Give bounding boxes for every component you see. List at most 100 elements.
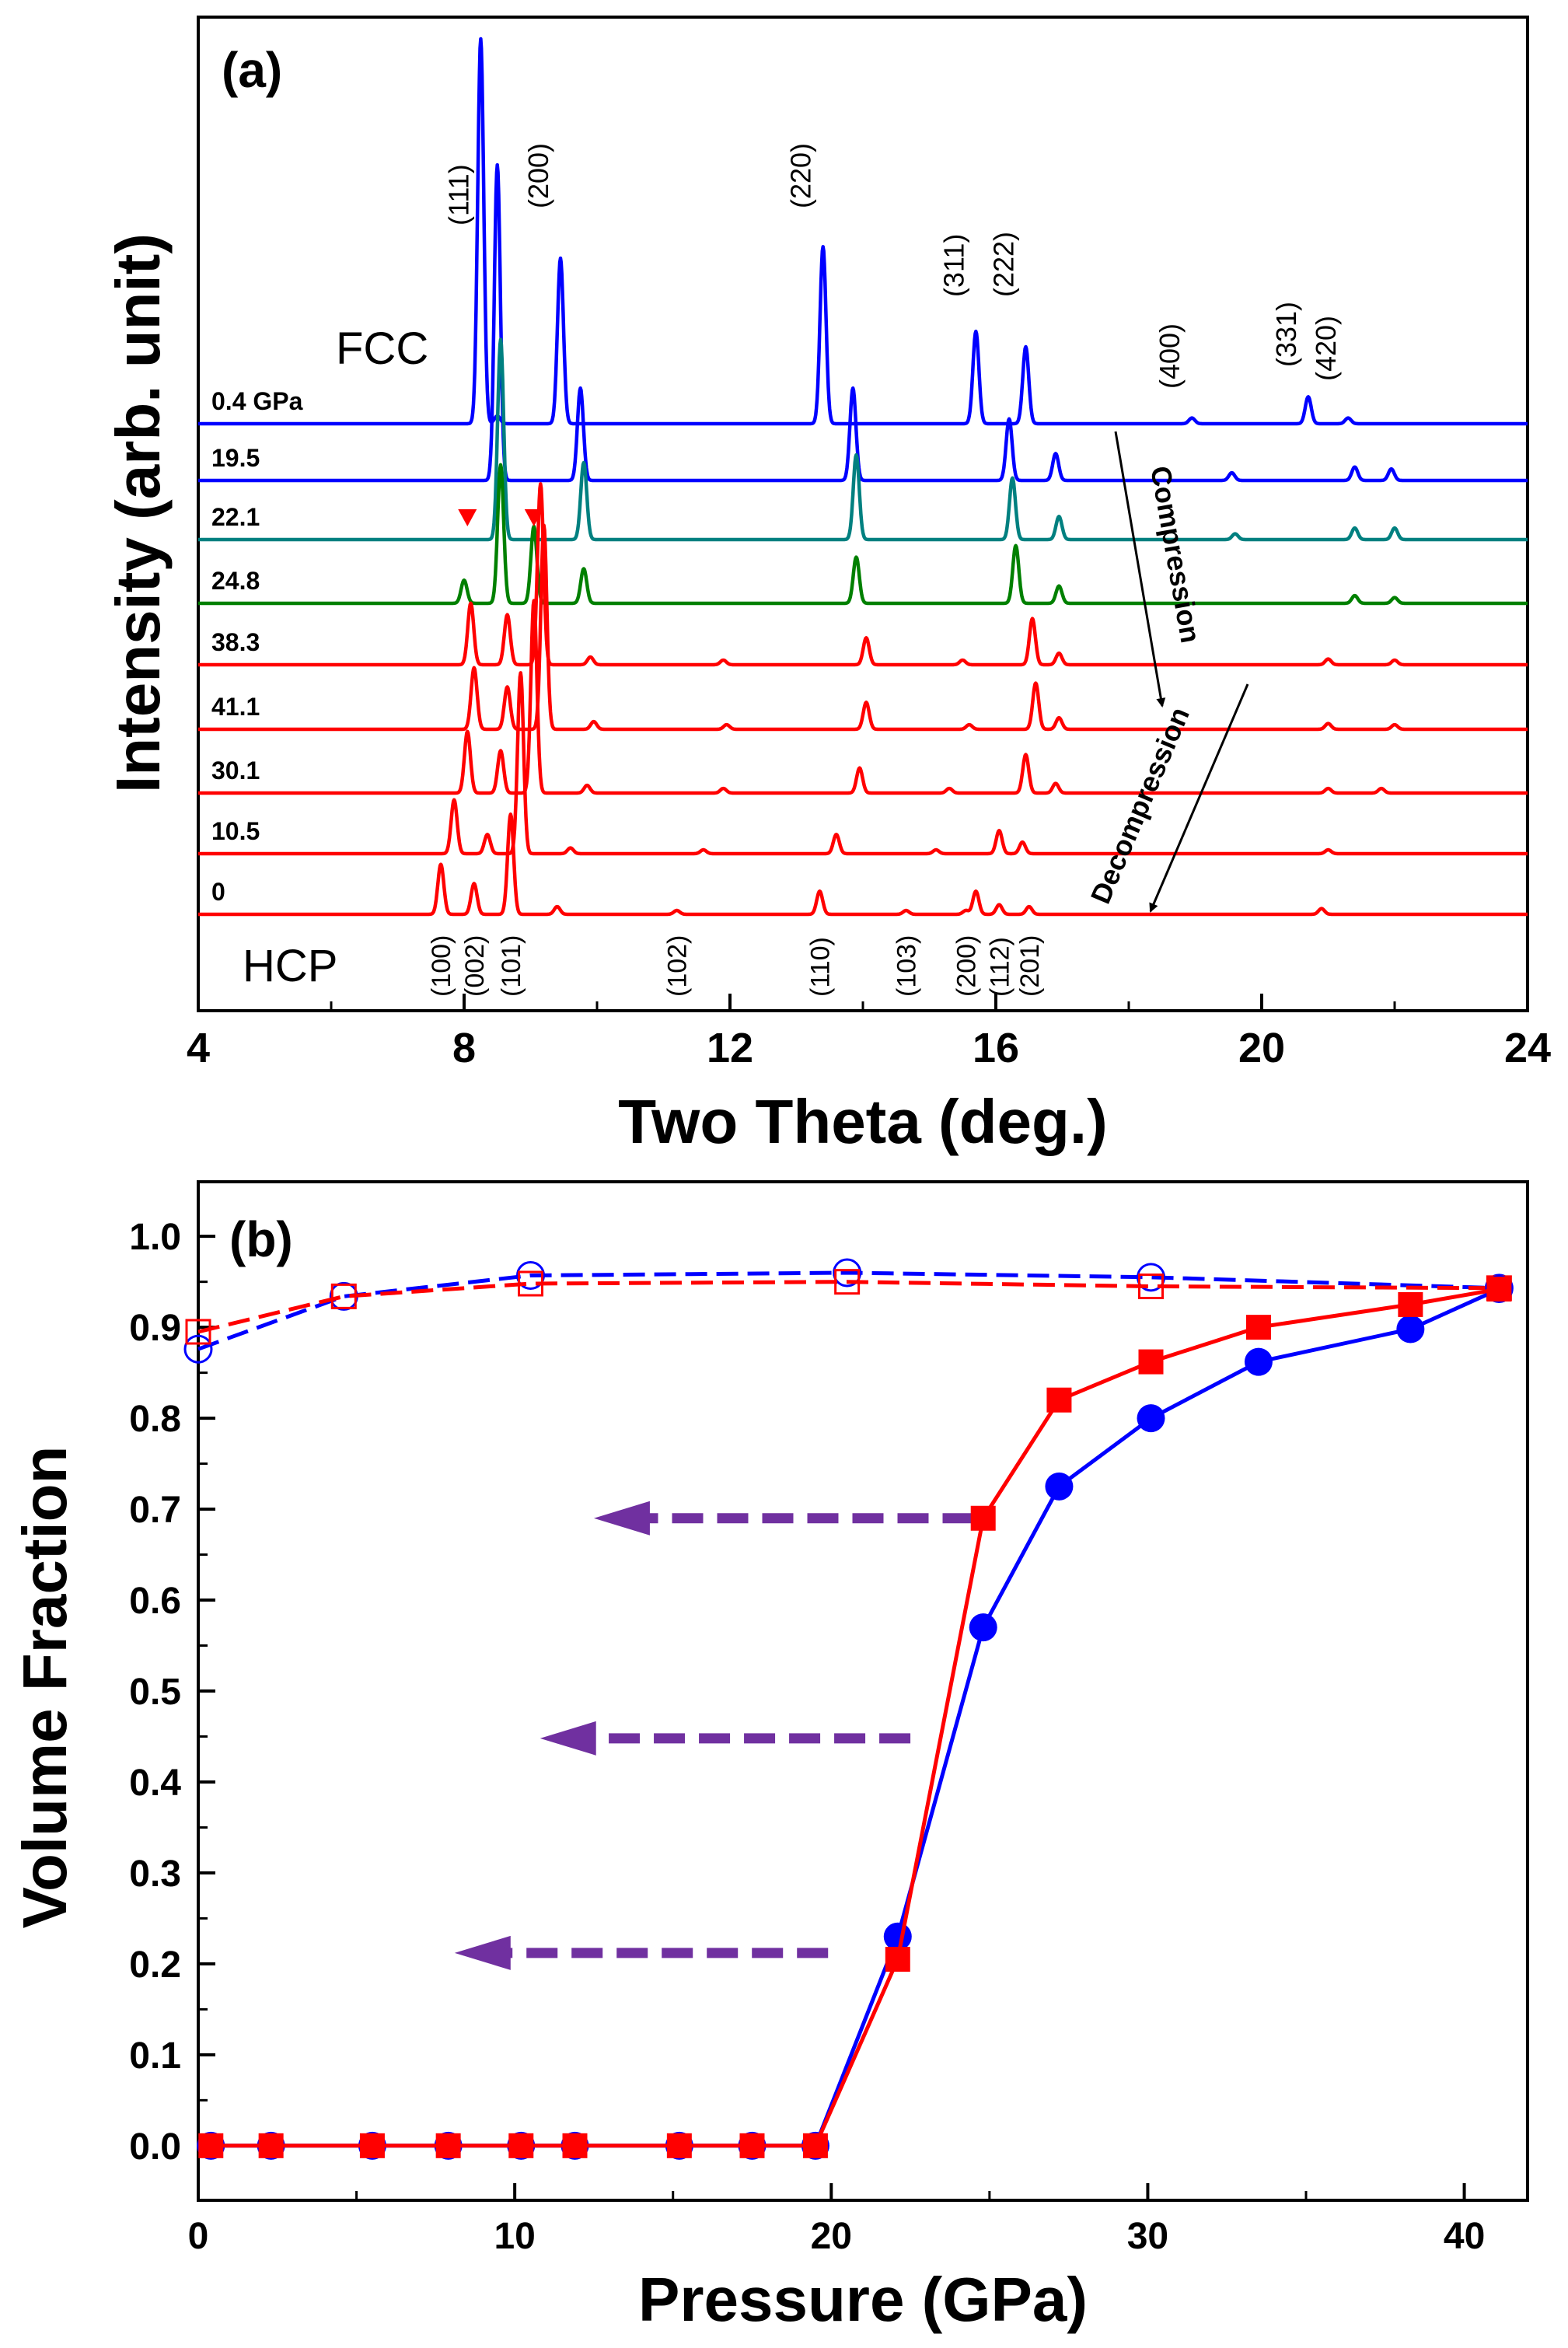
xrd-trace xyxy=(197,162,1529,483)
y-tick-label: 1.0 xyxy=(129,1217,181,1258)
panel-a-y-axis-title: Intensity (arb. unit) xyxy=(103,233,173,793)
hcp-hkl-label: (102) xyxy=(663,935,693,997)
pressure-label: 38.3 xyxy=(211,628,260,656)
fcc-hkl-label: (111) xyxy=(442,164,474,225)
pressure-label: 41.1 xyxy=(211,693,260,721)
x-tick-label: 16 xyxy=(973,1025,1019,1071)
fcc-hkl-label: (311) xyxy=(938,234,969,297)
panel-b-series xyxy=(183,1258,1514,2160)
data-point xyxy=(1138,1349,1164,1375)
xrd-trace xyxy=(197,37,1529,426)
pressure-label: 24.8 xyxy=(211,567,260,595)
series-line xyxy=(211,1287,1500,2148)
xrd-trace xyxy=(197,812,1529,917)
pressure-label: 22.1 xyxy=(211,503,260,531)
y-tick-label: 0.8 xyxy=(129,1399,181,1440)
panel-b-frame xyxy=(197,1180,1529,2202)
y-tick-label: 0.4 xyxy=(129,1763,181,1804)
xrd-trace xyxy=(197,523,1529,732)
data-point xyxy=(359,2133,385,2158)
panel-a-x-axis-title: Two Theta (deg.) xyxy=(618,1087,1108,1156)
fcc-hkl-label: (220) xyxy=(785,143,817,208)
pressure-label: 10.5 xyxy=(211,817,260,845)
data-point xyxy=(518,1270,543,1297)
peak-marker-triangle xyxy=(458,509,477,526)
x-tick-label: 40 xyxy=(1444,2216,1485,2257)
data-point xyxy=(1245,1315,1271,1340)
y-tick-label: 0.5 xyxy=(129,1672,181,1713)
data-point xyxy=(739,2133,765,2158)
hcp-hkl-labels: (100) (002) (101) (102) (110) (103) (200) (112)… xyxy=(427,935,1045,997)
data-point xyxy=(508,2133,534,2158)
fcc-phase-label: FCC xyxy=(336,323,428,374)
pressure-label: 0.4 GPa xyxy=(211,387,303,415)
xrd-trace xyxy=(197,599,1529,795)
data-point xyxy=(833,1258,862,1288)
panel-b-x-axis-title: Pressure (GPa) xyxy=(638,2265,1088,2334)
data-point xyxy=(1244,1347,1273,1376)
fcc-hkl-label: (420) xyxy=(1310,316,1342,381)
fcc-hkl-labels: (111) (200) (220) (311) (222) (400) (331) (420) xyxy=(442,143,1342,389)
compression-arrow xyxy=(1114,431,1166,708)
panel-a-x-ticks: 4 8 12 16 20 24 xyxy=(187,994,1551,1071)
x-tick-label: 30 xyxy=(1127,2216,1168,2257)
data-point xyxy=(185,1319,211,1345)
pressure-label: 0 xyxy=(211,878,225,906)
fcc-hkl-label: (331) xyxy=(1270,302,1302,367)
y-tick-label: 0.1 xyxy=(129,2035,181,2077)
data-point xyxy=(802,2133,828,2158)
data-point xyxy=(562,2133,588,2158)
series-line xyxy=(197,1280,1500,1334)
panel-a-markers xyxy=(458,509,543,526)
hcp-hkl-label: (100) xyxy=(427,935,456,997)
xrd-trace xyxy=(197,463,1529,606)
panel-b-y-ticks: 0.0 0.1 0.2 0.3 0.4 0.5 0.6 0.7 0.8 0.9 1.0 xyxy=(129,1217,215,2168)
hcp-phase-label: HCP xyxy=(243,941,337,991)
panel-a: (a) 4 8 12 16 20 24 0.4 GPa 19.5 22.1 24.8 38.3 41… xyxy=(103,16,1551,1156)
data-point xyxy=(1137,1404,1165,1433)
x-tick-label: 8 xyxy=(452,1025,476,1071)
series-line xyxy=(211,1287,1500,2148)
panel-a-trace-labels: 0.4 GPa 19.5 22.1 24.8 38.3 41.1 30.1 10.5 0 xyxy=(211,387,303,906)
panel-b-guide-arrows xyxy=(454,1501,974,1970)
x-tick-label: 20 xyxy=(1238,1025,1285,1071)
x-tick-label: 20 xyxy=(811,2216,852,2257)
series-line xyxy=(197,1270,1500,1351)
guide-arrow-head xyxy=(540,1721,596,1756)
xrd-trace xyxy=(197,482,1529,667)
fcc-hkl-label: (222) xyxy=(988,232,1020,297)
data-point xyxy=(1396,1315,1425,1343)
panel-b-label: (b) xyxy=(229,1211,293,1267)
x-tick-label: 24 xyxy=(1504,1025,1551,1071)
peak-marker-triangle xyxy=(524,509,543,526)
y-tick-label: 0.0 xyxy=(129,2126,181,2168)
guide-arrow-head xyxy=(593,1501,650,1536)
data-point xyxy=(258,2133,284,2158)
y-tick-label: 0.3 xyxy=(129,1854,181,1895)
data-point xyxy=(435,2133,461,2158)
compression-label: Compression xyxy=(1144,463,1207,645)
guide-arrow-head xyxy=(454,1935,511,1970)
panel-a-label: (a) xyxy=(222,42,282,98)
data-point xyxy=(666,2133,692,2158)
xrd-trace xyxy=(197,337,1529,542)
pressure-label: 30.1 xyxy=(211,756,260,784)
data-point xyxy=(516,1260,545,1290)
panel-b: (b) 0 10 20 30 40 0.00.10.20.30.40.50.60.70.… xyxy=(10,1180,1529,2334)
hcp-hkl-label: (200) xyxy=(952,935,982,997)
data-point xyxy=(1398,1291,1423,1317)
data-point xyxy=(330,1283,357,1309)
data-point xyxy=(970,1505,996,1531)
data-point xyxy=(1137,1263,1165,1292)
y-tick-label: 0.7 xyxy=(129,1490,181,1531)
fcc-hkl-label: (200) xyxy=(522,143,554,208)
y-tick-label: 0.2 xyxy=(129,1944,181,1986)
data-point xyxy=(1046,1387,1072,1413)
data-point xyxy=(1486,1277,1512,1302)
hcp-hkl-label: (101) xyxy=(497,935,526,997)
data-point xyxy=(834,1269,861,1295)
data-point xyxy=(183,1334,213,1364)
data-point xyxy=(1045,1472,1074,1501)
decompression-arrow xyxy=(1149,683,1249,913)
